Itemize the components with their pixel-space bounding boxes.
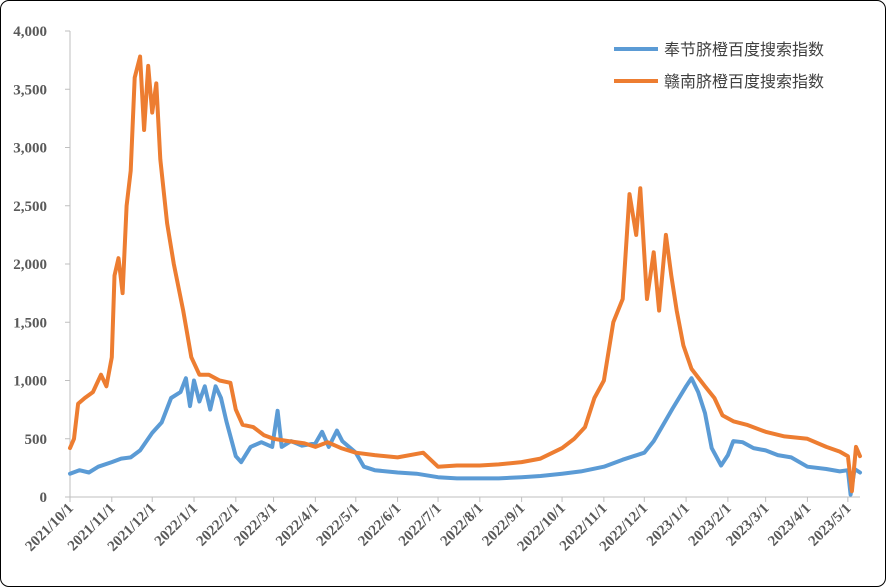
x-tick-label: 2022/8/1 — [438, 501, 487, 550]
y-tick-label: 3,000 — [13, 141, 47, 157]
legend-label-1: 奉节脐橙百度搜索指数 — [664, 40, 824, 59]
x-tick-label: 2023/3/1 — [723, 501, 772, 550]
x-tick-label: 2022/5/1 — [314, 501, 363, 550]
x-tick-label: 2022/3/1 — [231, 501, 280, 550]
y-tick-label: 1,000 — [13, 374, 47, 390]
x-tick-label: 2022/6/1 — [355, 501, 404, 550]
x-tick-label: 2023/1/1 — [644, 501, 693, 550]
y-axis-ticks: 0 500 1,000 1,500 2,000 2,500 3,000 3,500 4,000 — [13, 24, 70, 506]
y-tick-label: 2,500 — [13, 199, 47, 215]
x-tick-label: 2023/4/1 — [765, 501, 814, 550]
y-tick-label: 3,500 — [13, 82, 47, 98]
legend-label-2: 赣南脐橙百度搜索指数 — [664, 72, 824, 91]
axes — [69, 31, 860, 498]
x-axis-ticks: 2021/10/12021/11/12021/12/12022/1/12022/… — [22, 497, 855, 555]
x-tick-label: 2022/7/1 — [396, 501, 445, 550]
x-tick-label: 2022/1/1 — [152, 501, 201, 550]
x-tick-label: 2022/4/1 — [273, 501, 322, 550]
x-tick-label: 2023/5/1 — [806, 501, 855, 550]
series-line-2 — [68, 54, 862, 494]
y-tick-label: 2,000 — [13, 257, 47, 273]
y-tick-label: 0 — [40, 490, 48, 506]
y-tick-label: 4,000 — [13, 24, 47, 40]
y-tick-label: 500 — [25, 432, 48, 448]
y-tick-label: 1,500 — [13, 315, 47, 331]
series-lines — [68, 54, 862, 497]
series-line-1 — [68, 376, 862, 497]
